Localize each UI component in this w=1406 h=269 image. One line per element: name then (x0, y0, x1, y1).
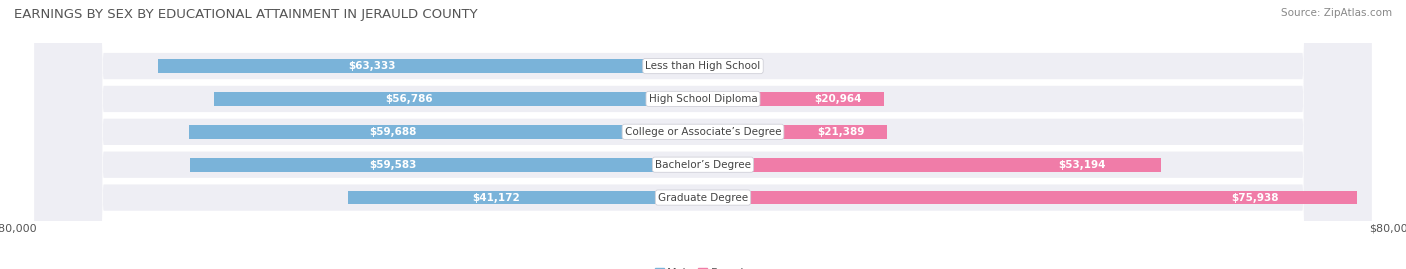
Text: $59,583: $59,583 (370, 160, 416, 170)
Text: $0: $0 (724, 61, 740, 71)
Bar (349, 191, 703, 204)
FancyBboxPatch shape (35, 0, 1371, 269)
Text: $21,389: $21,389 (818, 127, 865, 137)
Bar (703, 191, 1357, 204)
Text: Less than High School: Less than High School (645, 61, 761, 71)
Text: High School Diploma: High School Diploma (648, 94, 758, 104)
FancyBboxPatch shape (35, 0, 1371, 269)
Text: Bachelor’s Degree: Bachelor’s Degree (655, 160, 751, 170)
Legend: Male, Female: Male, Female (651, 264, 755, 269)
Text: $63,333: $63,333 (349, 61, 396, 71)
FancyBboxPatch shape (35, 0, 1371, 269)
Text: Source: ZipAtlas.com: Source: ZipAtlas.com (1281, 8, 1392, 18)
Bar (703, 92, 883, 106)
Text: $41,172: $41,172 (472, 193, 520, 203)
Bar (188, 125, 703, 139)
Bar (703, 125, 887, 139)
Text: Graduate Degree: Graduate Degree (658, 193, 748, 203)
Text: $75,938: $75,938 (1232, 193, 1278, 203)
Bar (190, 158, 703, 172)
Bar (157, 59, 703, 73)
FancyBboxPatch shape (35, 0, 1371, 269)
Text: $56,786: $56,786 (385, 94, 433, 104)
Text: College or Associate’s Degree: College or Associate’s Degree (624, 127, 782, 137)
FancyBboxPatch shape (35, 0, 1371, 269)
Bar (214, 92, 703, 106)
Text: $59,688: $59,688 (368, 127, 416, 137)
Bar (703, 158, 1161, 172)
Text: $20,964: $20,964 (814, 94, 862, 104)
Text: EARNINGS BY SEX BY EDUCATIONAL ATTAINMENT IN JERAULD COUNTY: EARNINGS BY SEX BY EDUCATIONAL ATTAINMEN… (14, 8, 478, 21)
Text: $53,194: $53,194 (1059, 160, 1107, 170)
